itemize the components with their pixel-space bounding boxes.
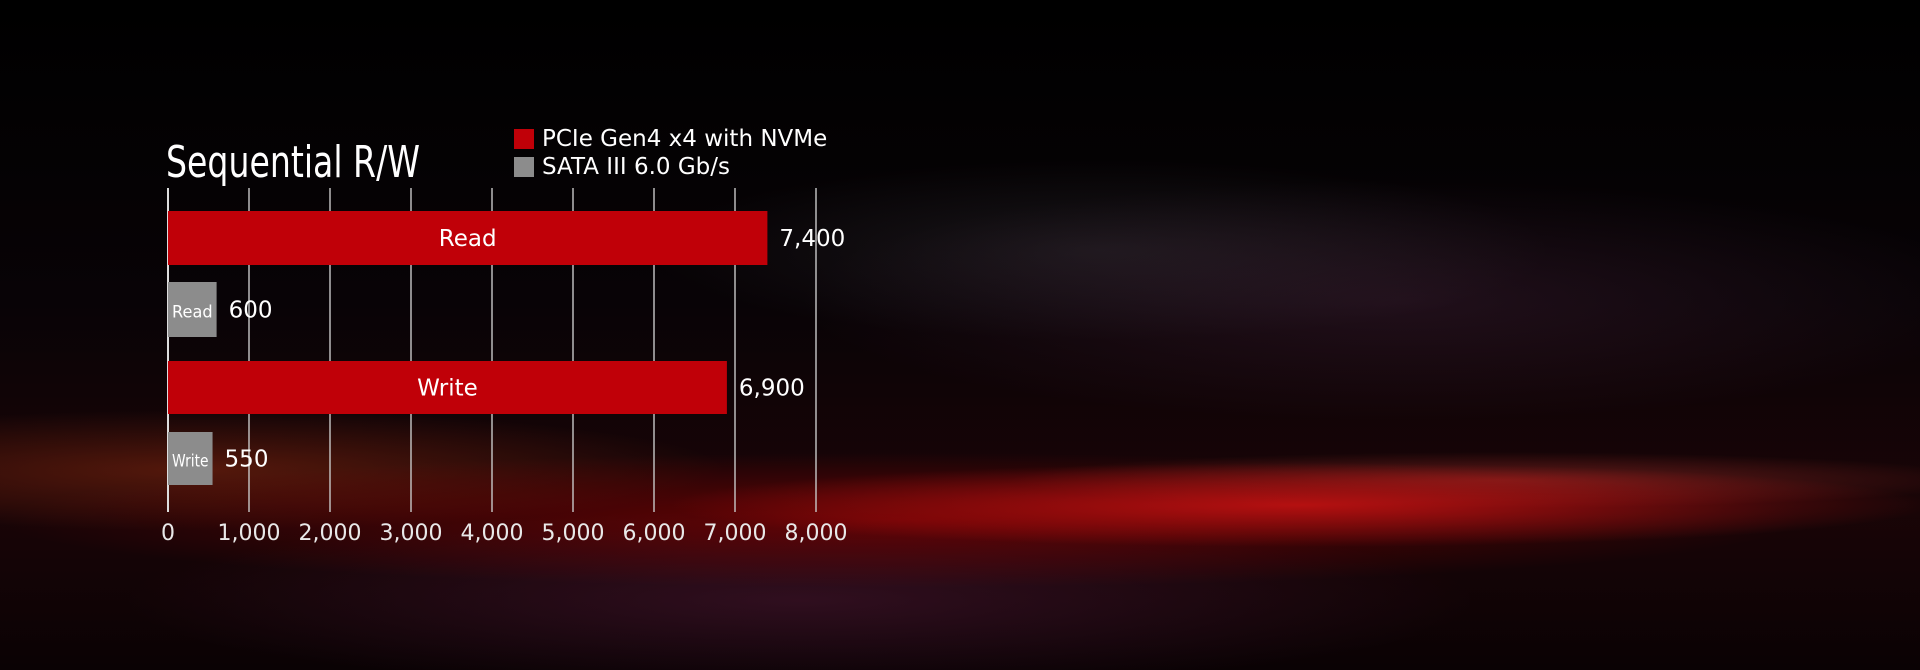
chart-title: Sequential R/W [166, 137, 420, 188]
legend-label-0: PCIe Gen4 x4 with NVMe [542, 126, 827, 152]
x-tick-label: 8,000 [785, 521, 848, 546]
x-tick-label: 2,000 [299, 521, 362, 546]
bar-read-sata [168, 282, 217, 337]
legend-swatch-1 [514, 157, 534, 177]
x-tick-label: 6,000 [623, 521, 686, 546]
bar-value-label: 7,400 [779, 226, 845, 252]
bar-read-pcie [168, 211, 768, 265]
x-tick-label: 0 [161, 521, 175, 546]
bar-write-sata [168, 432, 213, 485]
bar-category-label: Write [172, 452, 209, 472]
legend-swatch-0 [514, 129, 534, 149]
bar-value-label: 6,900 [739, 376, 805, 402]
bars: Read 7,400 Read 600 Write 6,900 Write 550 [168, 211, 845, 485]
bar-category-label: Read [439, 226, 497, 252]
x-tick-label: 4,000 [461, 521, 524, 546]
bar-category-label: Write [417, 376, 478, 402]
x-axis-ticks: 0 1,000 2,000 3,000 4,000 5,000 6,000 7,000 8,00… [161, 521, 847, 546]
x-tick-label: 1,000 [218, 521, 281, 546]
x-tick-label: 7,000 [704, 521, 767, 546]
bar-category-label: Read [172, 303, 213, 323]
legend-label-1: SATA III 6.0 Gb/s [542, 154, 730, 180]
x-tick-label: 5,000 [542, 521, 605, 546]
bar-write-pcie [168, 361, 727, 414]
bar-value-label: 600 [229, 298, 273, 324]
bar-value-label: 550 [225, 447, 269, 473]
x-tick-label: 3,000 [380, 521, 443, 546]
